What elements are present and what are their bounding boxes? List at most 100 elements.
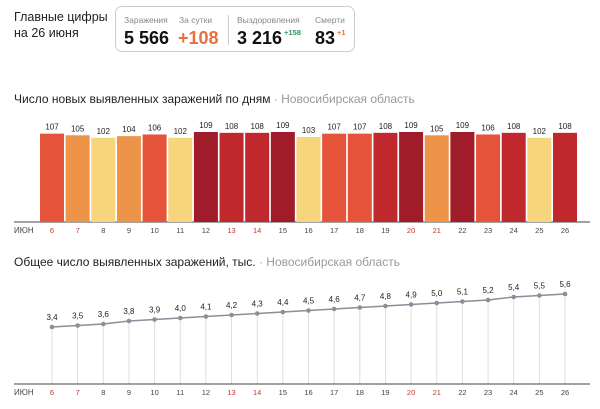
point-value-label: 3,5 — [72, 312, 84, 321]
point-value-label: 4,8 — [380, 292, 392, 301]
point-value-label: 4,2 — [226, 301, 238, 310]
data-point — [537, 293, 542, 298]
x-tick-label: 8 — [101, 388, 105, 397]
data-point — [511, 294, 516, 300]
bar — [347, 133, 372, 222]
bar — [553, 132, 577, 222]
data-point — [434, 300, 440, 306]
bar-chart-title-text: Число новых выявленных заражений по дням — [14, 92, 271, 106]
header-title: Главные цифры на 26 июня — [14, 9, 108, 41]
bar-value-label: 109 — [404, 121, 418, 130]
line-chart-region: Новосибирская область — [266, 255, 400, 269]
bar — [322, 133, 347, 222]
bar — [193, 132, 218, 222]
line-chart-title-text: Общее число выявленных заражений, тыс. — [14, 255, 256, 269]
daily-label: За сутки — [179, 15, 213, 25]
x-tick-label: 25 — [535, 226, 543, 235]
x-tick-label: 23 — [484, 388, 492, 397]
x-tick-label: 25 — [535, 388, 543, 397]
x-tick-label: 13 — [227, 388, 235, 397]
x-tick-label: 6 — [50, 226, 54, 235]
point-value-label: 5,0 — [431, 289, 443, 298]
bar-value-label: 108 — [379, 122, 393, 131]
x-tick-label: 14 — [253, 388, 261, 397]
daily-value: +108 — [178, 28, 219, 48]
x-tick-label: 22 — [458, 388, 466, 397]
bar-value-label: 102 — [174, 127, 188, 136]
point-value-label: 4,9 — [406, 291, 418, 300]
recovered-delta: +158 — [284, 28, 301, 37]
point-value-label: 4,5 — [303, 297, 315, 306]
deaths-delta: +1 — [337, 28, 346, 37]
bar — [219, 132, 244, 222]
bar-value-label: 104 — [122, 125, 136, 134]
x-tick-label: 10 — [150, 388, 158, 397]
bar-value-label: 106 — [148, 123, 162, 132]
x-tick-label: 22 — [458, 226, 466, 235]
stats-box: Заражения 5 566 За сутки +108 Выздоровле… — [115, 6, 355, 52]
x-tick-label: 8 — [101, 226, 105, 235]
point-value-label: 5,6 — [559, 280, 571, 289]
line-chart-title: Общее число выявленных заражений, тыс. ·… — [14, 255, 400, 269]
x-tick-label: 16 — [304, 226, 312, 235]
divider — [228, 15, 229, 45]
data-point — [280, 309, 286, 315]
x-tick-label: 24 — [510, 226, 518, 235]
data-point — [306, 308, 311, 313]
point-value-label: 4,3 — [252, 300, 264, 309]
month-label: ИЮН — [14, 388, 34, 397]
deaths-number: 83 — [315, 28, 336, 48]
bar-value-label: 107 — [353, 123, 367, 132]
bar-value-label: 108 — [225, 122, 239, 131]
bar-chart: ИЮН 107 6 105 7 102 8 104 9 106 10 102 11 109 12 108 13 1… — [14, 121, 590, 235]
point-value-label: 5,1 — [457, 288, 469, 297]
x-tick-label: 17 — [330, 226, 338, 235]
bar-value-label: 108 — [507, 122, 521, 131]
point-value-label: 3,4 — [46, 313, 58, 322]
header-title-line2: на 26 июня — [14, 26, 79, 40]
bar-value-label: 108 — [558, 122, 572, 131]
point-value-label: 3,8 — [123, 307, 135, 316]
bar — [373, 132, 398, 222]
point-value-label: 4,7 — [354, 294, 366, 303]
data-point — [229, 312, 234, 318]
bar — [270, 132, 295, 222]
line-chart: ИЮН 3,4 6 3,5 7 3,6 8 3,8 9 3,9 10 4,0 11 4,1 12 4,2 13 4… — [14, 280, 590, 397]
x-tick-label: 9 — [127, 388, 131, 397]
x-tick-label: 10 — [150, 226, 158, 235]
point-value-label: 5,5 — [534, 282, 546, 291]
x-tick-label: 14 — [253, 226, 261, 235]
x-tick-label: 9 — [127, 226, 131, 235]
data-point — [331, 306, 337, 312]
point-value-label: 4,4 — [277, 298, 289, 307]
bar — [476, 134, 501, 222]
x-tick-label: 18 — [356, 388, 364, 397]
bar — [91, 137, 116, 222]
bar — [245, 132, 270, 222]
x-tick-label: 21 — [433, 226, 441, 235]
x-tick-label: 20 — [407, 226, 415, 235]
infections-value: 5 566 — [124, 28, 170, 48]
bar-value-label: 105 — [430, 124, 444, 133]
data-point — [383, 303, 388, 309]
data-point — [562, 291, 568, 297]
bar-value-label: 108 — [251, 122, 265, 131]
bar-value-label: 107 — [327, 123, 341, 132]
x-tick-label: 13 — [227, 226, 235, 235]
bar-chart-title: Число новых выявленных заражений по дням… — [14, 92, 415, 106]
bar-value-label: 102 — [97, 127, 111, 136]
data-point — [485, 297, 491, 303]
x-tick-label: 12 — [202, 388, 210, 397]
point-value-label: 5,4 — [508, 283, 520, 292]
bar — [450, 132, 475, 222]
recovered-label: Выздоровления — [237, 15, 300, 25]
bar — [296, 136, 321, 222]
data-point — [75, 323, 80, 328]
x-tick-label: 19 — [381, 388, 389, 397]
bar — [424, 135, 449, 222]
x-tick-label: 7 — [76, 388, 80, 397]
x-tick-label: 12 — [202, 226, 210, 235]
bar — [65, 135, 90, 222]
infections-label: Заражения — [124, 15, 168, 25]
deaths-label: Смерти — [315, 15, 345, 25]
